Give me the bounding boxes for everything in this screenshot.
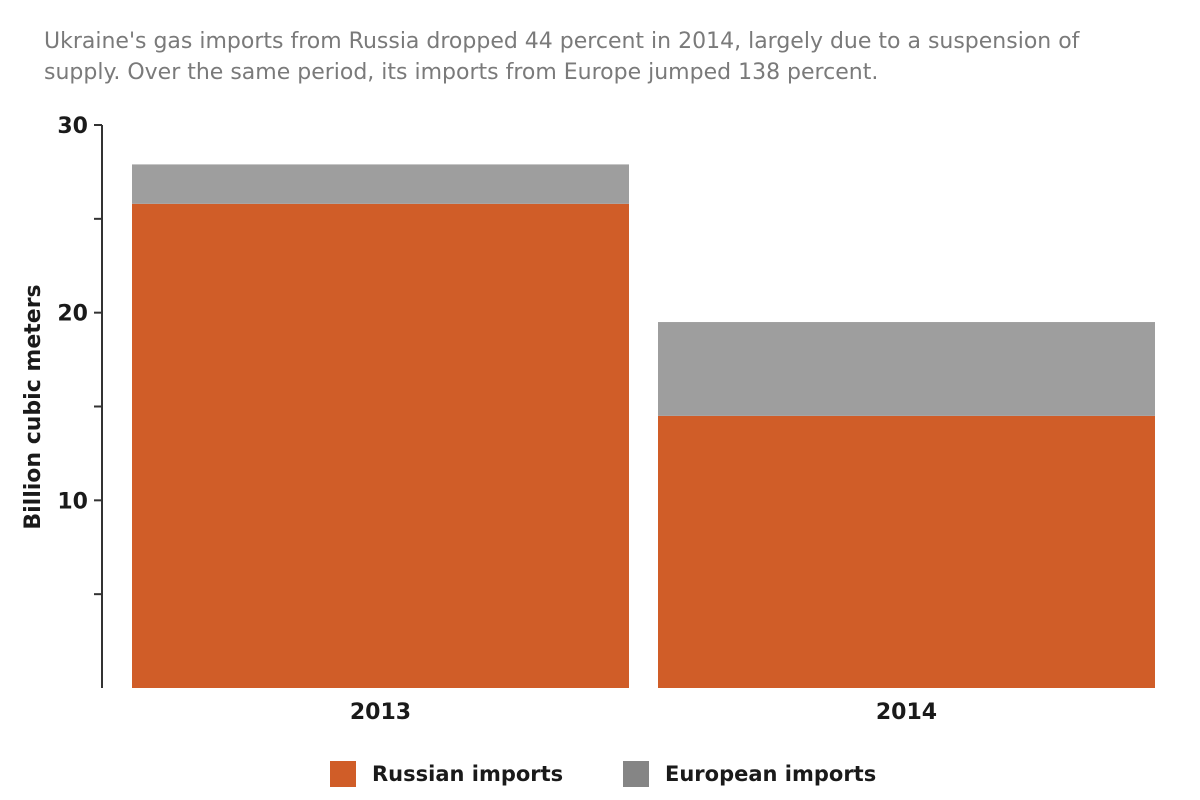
legend: Russian imports European imports <box>0 756 1200 792</box>
subtitle-line-1: Ukraine's gas imports from Russia droppe… <box>44 29 1080 54</box>
y-tick-label-30: 30 <box>57 114 88 139</box>
y-axis: 10 20 30 <box>57 114 103 688</box>
bars-layer <box>132 164 1155 688</box>
x-tick-label-2013: 2013 <box>350 700 411 725</box>
stacked-bar-chart: 10 20 30 2013 2014 Billion cubic meters <box>21 114 1155 725</box>
x-axis-labels: 2013 2014 <box>350 700 937 725</box>
legend-item-russian: Russian imports <box>330 756 563 792</box>
bar-2013-european <box>132 164 629 204</box>
legend-swatch-russian <box>330 761 356 787</box>
legend-swatch-european <box>623 761 649 787</box>
bar-2014-russian <box>658 415 1155 688</box>
bar-2014-european <box>658 322 1155 416</box>
legend-label-european: European imports <box>665 762 877 786</box>
legend-label-russian: Russian imports <box>372 762 564 786</box>
subtitle-line-2: supply. Over the same period, its import… <box>44 60 879 85</box>
bar-2013-russian <box>132 203 629 688</box>
y-tick-label-10: 10 <box>57 489 88 514</box>
y-tick-label-20: 20 <box>57 302 88 327</box>
legend-item-european: European imports <box>623 756 876 792</box>
y-axis-title: Billion cubic meters <box>21 284 46 529</box>
x-tick-label-2014: 2014 <box>876 700 937 725</box>
chart-subtitle: Ukraine's gas imports from Russia droppe… <box>44 26 1164 88</box>
